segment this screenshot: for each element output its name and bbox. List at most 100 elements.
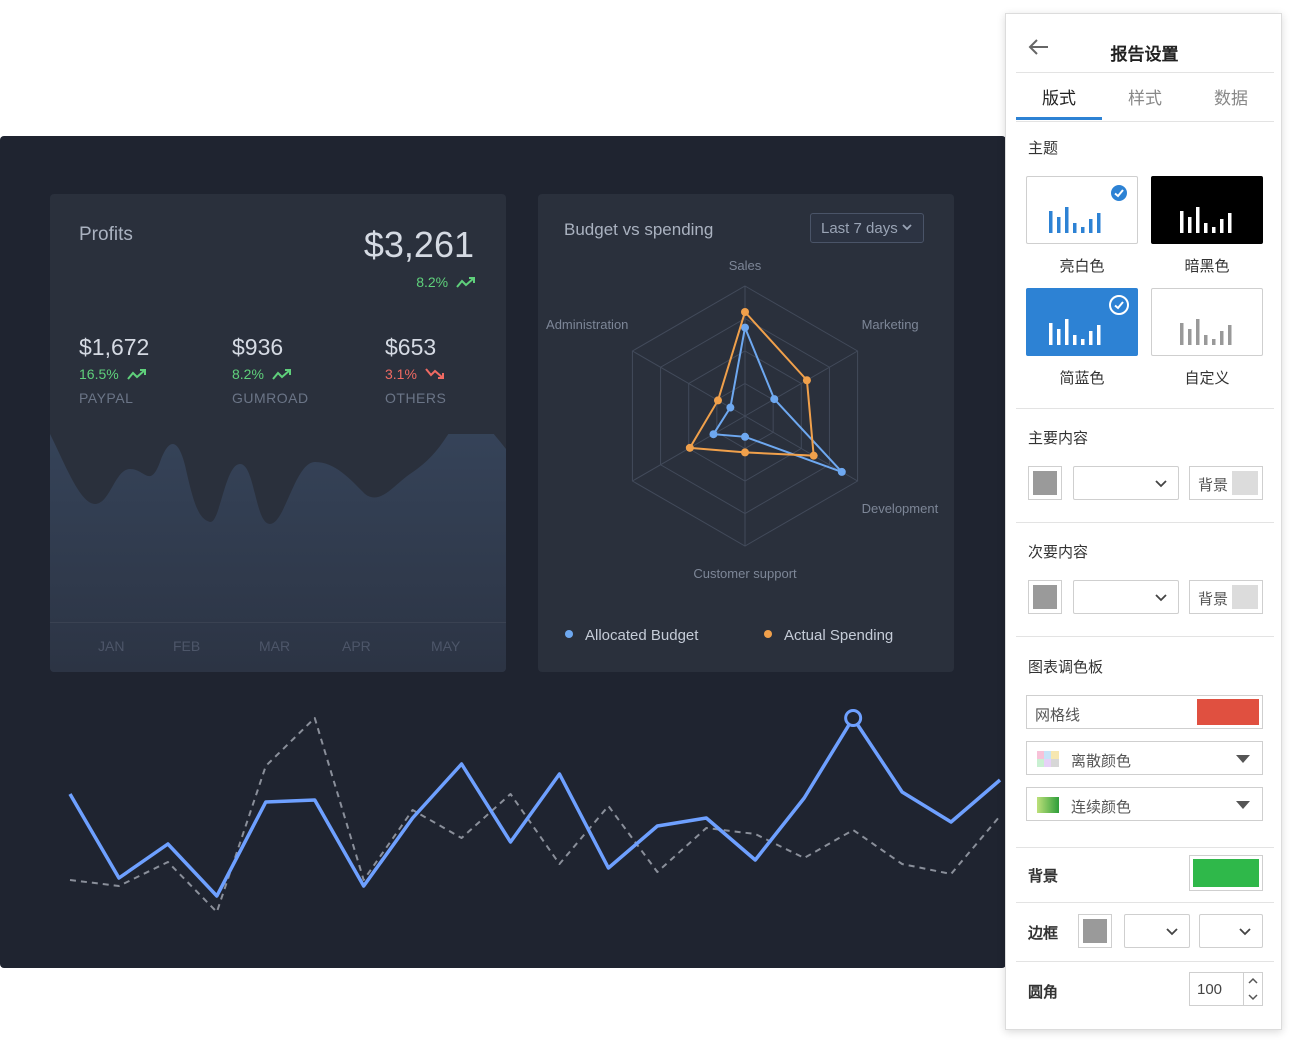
check-icon bbox=[1109, 183, 1129, 203]
radar-point bbox=[809, 451, 818, 460]
radar-axis-label: Administration bbox=[546, 317, 628, 332]
theme-light-label: 亮白色 bbox=[1059, 258, 1105, 275]
background-color-picker[interactable] bbox=[1189, 855, 1263, 891]
secondary-content-color-swatch[interactable] bbox=[1028, 580, 1062, 614]
arrow-left-icon bbox=[1028, 39, 1048, 55]
tab-data[interactable]: 数据 bbox=[1214, 89, 1248, 108]
discrete-colors-dropdown[interactable]: 离散颜色 bbox=[1026, 741, 1263, 775]
legend-label: Allocated Budget bbox=[585, 627, 699, 644]
trend-up-icon bbox=[126, 369, 146, 380]
legend-actual-spending: Actual Spending bbox=[764, 627, 893, 644]
chart-palette-label: 图表调色板 bbox=[1028, 659, 1104, 676]
radar-point bbox=[741, 448, 749, 457]
month-label: JAN bbox=[98, 638, 125, 654]
radar-chart: Sales Marketing Development Customer suppor… bbox=[546, 258, 939, 581]
radar-spoke bbox=[744, 350, 858, 417]
swatch-fill bbox=[1033, 471, 1057, 495]
profits-total-change: 8.2% bbox=[416, 274, 476, 290]
profits-card: Profits $3,261 8.2% $1,672 16.5% PAYPAL … bbox=[50, 194, 506, 672]
chevron-down-icon[interactable] bbox=[1247, 991, 1259, 1003]
radar-point bbox=[713, 396, 722, 405]
gumroad-change-value: 8.2% bbox=[232, 366, 264, 382]
tab-layout[interactable]: 版式 bbox=[1042, 89, 1076, 108]
bar-chart-icon bbox=[1180, 207, 1232, 233]
corner-radius-input[interactable]: 100 bbox=[1189, 972, 1263, 1006]
profits-title: Profits bbox=[79, 224, 133, 245]
theme-section-label: 主题 bbox=[1028, 140, 1059, 157]
chevron-down-icon bbox=[902, 224, 912, 231]
secondary-content-background-field[interactable]: 背景 bbox=[1189, 580, 1263, 614]
profits-area-chart bbox=[50, 434, 506, 672]
theme-light[interactable] bbox=[1026, 176, 1138, 244]
theme-custom[interactable] bbox=[1151, 288, 1263, 356]
highlighted-point bbox=[844, 709, 863, 727]
border-color-swatch[interactable] bbox=[1078, 914, 1112, 948]
legend-dot bbox=[764, 630, 772, 638]
divider bbox=[1016, 847, 1274, 848]
divider bbox=[1016, 522, 1274, 523]
paypal-change-value: 16.5% bbox=[79, 366, 119, 382]
month-label: MAR bbox=[259, 638, 291, 654]
main-content-color-swatch[interactable] bbox=[1028, 466, 1062, 500]
back-button[interactable] bbox=[1028, 36, 1050, 62]
continuous-colors-label: 连续颜色 bbox=[1071, 799, 1132, 816]
background-color-fill bbox=[1193, 859, 1259, 887]
radar-point bbox=[802, 376, 811, 385]
others-value: $653 bbox=[385, 334, 437, 360]
month-axis-line bbox=[50, 622, 506, 623]
main-content-select[interactable] bbox=[1073, 466, 1179, 500]
radar-point bbox=[685, 443, 694, 452]
secondary-content-select[interactable] bbox=[1073, 580, 1179, 614]
others-change-value: 3.1% bbox=[385, 366, 417, 382]
radar-point bbox=[709, 430, 718, 439]
radar-axis-label: Development bbox=[862, 501, 939, 516]
continuous-colors-dropdown[interactable]: 连续颜色 bbox=[1026, 787, 1263, 821]
paypal-value: $1,672 bbox=[79, 334, 150, 360]
stepper bbox=[1243, 973, 1262, 1005]
trend-up-icon bbox=[272, 369, 291, 380]
radar-series-line bbox=[688, 310, 815, 457]
others-label: OTHERS bbox=[385, 390, 447, 406]
radar-point bbox=[770, 395, 779, 404]
date-range-label: Last 7 days bbox=[821, 220, 898, 237]
theme-custom-label: 自定义 bbox=[1184, 370, 1230, 387]
theme-simple-blue[interactable] bbox=[1026, 288, 1138, 356]
radar-axis-label: Customer support bbox=[693, 566, 797, 581]
theme-dark[interactable] bbox=[1151, 176, 1263, 244]
date-range-dropdown[interactable]: Last 7 days bbox=[810, 213, 924, 243]
panel-tabs: 版式 样式 数据 bbox=[1016, 72, 1274, 122]
theme-dark-label: 暗黑色 bbox=[1184, 258, 1230, 275]
check-icon bbox=[1109, 295, 1129, 315]
paypal-change: 16.5% bbox=[79, 366, 147, 382]
radar-axis-label: Sales bbox=[729, 258, 762, 273]
budget-card: Budget vs spending Last 7 days Sales Mark… bbox=[538, 194, 954, 672]
background-color-swatch bbox=[1232, 585, 1258, 609]
dashed-series-line bbox=[69, 717, 1001, 913]
chevron-down-icon bbox=[1155, 480, 1167, 488]
gumroad-label: GUMROAD bbox=[232, 390, 309, 406]
swatch-fill bbox=[1083, 919, 1107, 943]
gridline-label: 网格线 bbox=[1035, 707, 1081, 724]
month-label: FEB bbox=[173, 638, 201, 654]
gridline-color-swatch bbox=[1197, 699, 1259, 725]
tab-style[interactable]: 样式 bbox=[1128, 89, 1162, 108]
chevron-up-icon[interactable] bbox=[1247, 975, 1259, 987]
radar-point bbox=[837, 467, 846, 476]
gumroad-change: 8.2% bbox=[232, 366, 292, 382]
background-label: 背景 bbox=[1198, 591, 1229, 608]
caret-down-icon bbox=[1236, 755, 1250, 763]
border-style-select[interactable] bbox=[1124, 914, 1190, 948]
bottom-line-chart bbox=[68, 709, 1002, 913]
main-content-background-field[interactable]: 背景 bbox=[1189, 466, 1263, 500]
radar-point bbox=[741, 308, 749, 316]
gridline-color-field[interactable]: 网格线 bbox=[1026, 695, 1263, 729]
background-color-swatch bbox=[1232, 471, 1258, 495]
dashboard-background: Profits $3,261 8.2% $1,672 16.5% PAYPAL … bbox=[0, 136, 1006, 968]
border-width-select[interactable] bbox=[1199, 914, 1263, 948]
profits-total: $3,261 bbox=[363, 224, 474, 265]
discrete-palette-icon bbox=[1037, 751, 1059, 767]
active-tab-indicator bbox=[1016, 117, 1102, 120]
legend-label: Actual Spending bbox=[784, 627, 894, 644]
bar-chart-icon bbox=[1049, 207, 1101, 233]
divider bbox=[1016, 902, 1274, 903]
